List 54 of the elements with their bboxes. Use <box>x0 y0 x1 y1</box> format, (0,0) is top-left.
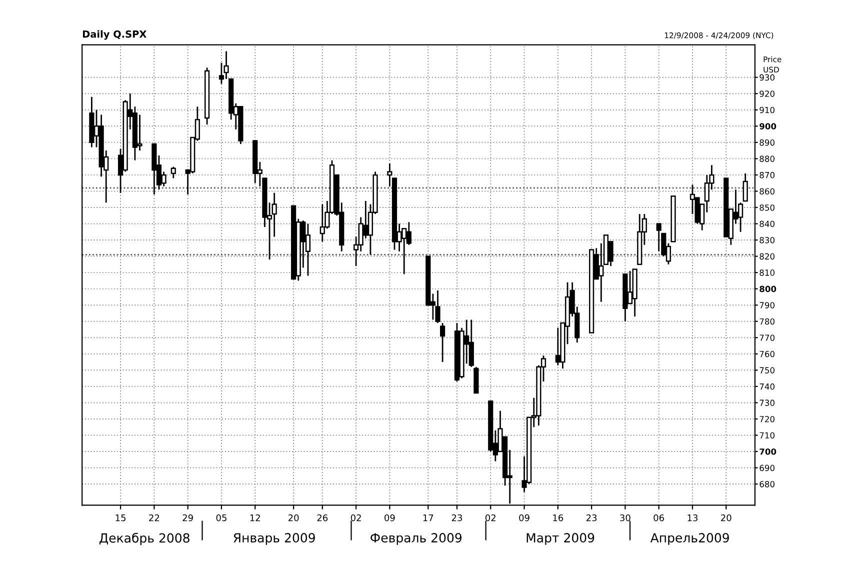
y-tick-label: 710 <box>760 432 774 439</box>
y-tick-label: 680 <box>760 481 774 488</box>
text: Февраль 2009 <box>370 533 462 545</box>
y-tick-label: 770 <box>760 334 774 341</box>
candlestick <box>170 166 176 179</box>
y-tick-label: 810 <box>760 270 774 276</box>
x-tick-label: 02 <box>485 514 496 522</box>
y-tick-label: 750 <box>760 367 774 374</box>
candlestick <box>440 322 446 363</box>
x-tick-label: 09 <box>384 514 395 522</box>
x-tick-label: 02 <box>350 514 361 522</box>
y-tick-label: 860 <box>760 188 774 194</box>
y-tick-label: 820 <box>760 253 774 260</box>
x-tick-label: 13 <box>688 514 698 522</box>
x-tick-label: 23 <box>586 514 597 522</box>
y-tick-label: 700 <box>760 448 776 455</box>
x-tick-label: 29 <box>182 514 193 522</box>
x-tick-label: 05 <box>216 514 226 522</box>
y-tick-label: 780 <box>760 318 774 325</box>
y-tick-label: 840 <box>760 220 774 228</box>
candlestick <box>742 172 748 202</box>
x-tick-label: 26 <box>317 514 328 522</box>
y-tick-label: 910 <box>760 106 774 114</box>
y-tick-label: 800 <box>760 286 776 292</box>
x-tick-label: 15 <box>116 514 126 522</box>
x-tick-label: 20 <box>721 514 732 522</box>
x-tick-label: 16 <box>553 514 564 522</box>
x-tick-label: 22 <box>149 514 160 522</box>
y-tick-label: 930 <box>760 74 774 81</box>
y-tick-label: 920 <box>760 90 774 97</box>
x-tick-label: 20 <box>288 514 299 522</box>
x-tick-label: 30 <box>620 514 630 522</box>
y-tick-label: 850 <box>760 204 774 211</box>
x-tick-label: 09 <box>519 514 530 522</box>
y-tick-label: 880 <box>760 156 774 162</box>
y-tick-label: 730 <box>760 400 774 406</box>
y-tick-label: 740 <box>760 383 774 390</box>
y-tick-label: 720 <box>760 416 774 422</box>
chart-title: Daily Q.SPX <box>82 30 146 40</box>
x-tick-label: 23 <box>452 514 462 522</box>
text: Январь 2009 <box>234 533 315 545</box>
x-tick-label: 06 <box>654 514 664 522</box>
text: Март 2009 <box>526 533 594 545</box>
text: Декабрь 2008 <box>99 532 190 546</box>
y-tick-label: 830 <box>760 237 774 244</box>
y-tick-label: 760 <box>760 350 774 358</box>
y-tick-label: 870 <box>760 172 774 178</box>
text: Апрель2009 <box>650 533 729 545</box>
x-tick-label: 17 <box>423 514 434 522</box>
y-tick-label: 890 <box>760 139 774 146</box>
y-tick-label: 900 <box>760 123 776 130</box>
y-tick-label: 790 <box>760 302 774 308</box>
x-tick-label: 12 <box>250 514 260 522</box>
y-tick-label: 690 <box>760 464 774 472</box>
